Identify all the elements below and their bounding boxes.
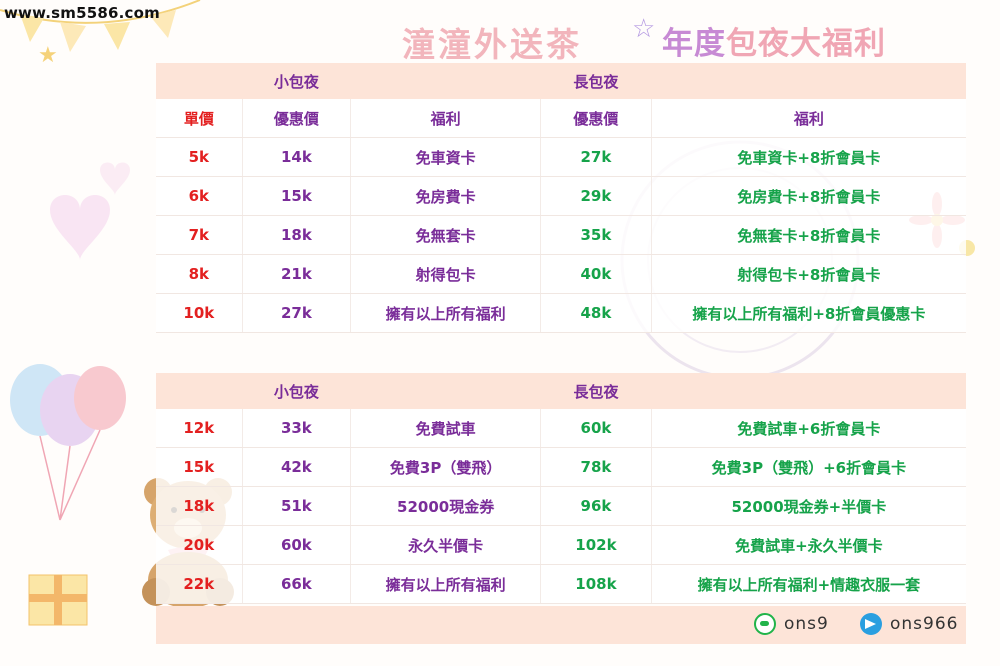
short-price: 33k [241,409,351,448]
table-row: 15k 42k 免費3P（雙飛） 78k 免費3P（雙飛）+6折會員卡 [156,447,966,487]
long-price: 108k [540,564,652,604]
unit-price: 5k [156,137,243,177]
headline-part2: 包夜大福利 [726,26,886,62]
gift-box-illustration [28,574,88,626]
short-benefit: 擁有以上所有福利 [350,293,541,333]
long-price: 40k [540,254,652,294]
table-row: 10k 27k 擁有以上所有福利 48k 擁有以上所有福利+8折會員優惠卡 [156,293,966,333]
magic-wand-icon: ☆ [632,14,656,44]
line-id: ons9 [784,614,829,634]
unit-price: 10k [156,293,243,333]
col-header-short-benefit: 福利 [350,99,541,138]
short-price: 27k [241,293,351,333]
long-price: 96k [540,486,652,526]
pricing-table-1: 小包夜 長包夜 單價 優惠價 福利 優惠價 福利 5k 14k 免車資卡 27k… [156,63,966,333]
short-price: 42k [241,447,351,487]
unit-price: 8k [156,254,243,294]
short-price: 14k [241,137,351,177]
group-short-label: 小包夜 [242,63,351,99]
short-price: 18k [241,215,351,255]
headline-part1: 年度 [662,26,726,62]
table-row: 20k 60k 永久半價卡 102k 免費試車+永久半價卡 [156,525,966,565]
long-benefit: 免無套卡+8折會員卡 [650,215,966,255]
long-price: 27k [540,137,652,177]
table-row: 12k 33k 免費試車 60k 免費試車+6折會員卡 [156,409,966,448]
unit-price: 6k [156,176,243,216]
pricing-table-2: 小包夜 長包夜 12k 33k 免費試車 60k 免費試車+6折會員卡 15k … [156,373,966,604]
short-price: 15k [241,176,351,216]
long-benefit: 擁有以上所有福利+8折會員優惠卡 [650,293,966,333]
unit-price: 12k [156,409,243,448]
table-row: 5k 14k 免車資卡 27k 免車資卡+8折會員卡 [156,137,966,177]
short-price: 60k [241,525,351,565]
unit-price: 18k [156,486,243,526]
line-icon [754,613,776,635]
long-price: 78k [540,447,652,487]
long-benefit: 擁有以上所有福利+情趣衣服一套 [650,564,966,604]
short-benefit: 免費3P（雙飛） [350,447,541,487]
unit-price: 15k [156,447,243,487]
short-benefit: 免費試車 [350,409,541,448]
long-benefit: 免費試車+6折會員卡 [650,409,966,448]
short-benefit: 免車資卡 [350,137,541,177]
telegram-contact[interactable]: ons966 [860,613,958,635]
table-row: 18k 51k 52000現金券 96k 52000現金券+半價卡 [156,486,966,526]
telegram-id: ons966 [890,614,959,634]
short-benefit: 射得包卡 [350,254,541,294]
svg-text:★: ★ [38,43,58,68]
long-benefit: 免車資卡+8折會員卡 [650,137,966,177]
short-price: 66k [241,564,351,604]
long-price: 102k [540,525,652,565]
telegram-icon [860,613,882,635]
col-header-long-price: 優惠價 [540,99,652,138]
short-benefit: 52000現金券 [350,486,541,526]
brand-title: 潼潼外送茶 [402,25,582,64]
table-group-header: 小包夜 長包夜 [156,63,966,99]
site-url: www.sm5586.com [4,4,160,22]
long-benefit: 免房費卡+8折會員卡 [650,176,966,216]
group-short-label: 小包夜 [242,373,351,409]
table-row: 6k 15k 免房費卡 29k 免房費卡+8折會員卡 [156,176,966,216]
col-header-short-price: 優惠價 [241,99,351,138]
long-benefit: 免費3P（雙飛）+6折會員卡 [650,447,966,487]
long-benefit: 射得包卡+8折會員卡 [650,254,966,294]
table-row: 8k 21k 射得包卡 40k 射得包卡+8折會員卡 [156,254,966,294]
unit-price: 20k [156,525,243,565]
column-header-row: 單價 優惠價 福利 優惠價 福利 [156,99,966,138]
long-price: 48k [540,293,652,333]
long-price: 35k [540,215,652,255]
long-benefit: 52000現金券+半價卡 [650,486,966,526]
col-header-unit-price: 單價 [156,99,243,138]
col-header-long-benefit: 福利 [650,99,966,138]
table-group-header: 小包夜 長包夜 [156,373,966,409]
headline: 年度包夜大福利 [662,18,886,63]
short-benefit: 擁有以上所有福利 [350,564,541,604]
line-contact[interactable]: ons9 [754,613,829,635]
short-benefit: 免無套卡 [350,215,541,255]
balloons-illustration [10,364,126,521]
group-long-label: 長包夜 [540,373,652,409]
unit-price: 22k [156,564,243,604]
short-benefit: 免房費卡 [350,176,541,216]
hearts-decoration [50,162,130,260]
short-benefit: 永久半價卡 [350,525,541,565]
table-row: 22k 66k 擁有以上所有福利 108k 擁有以上所有福利+情趣衣服一套 [156,564,966,604]
long-benefit: 免費試車+永久半價卡 [650,525,966,565]
unit-price: 7k [156,215,243,255]
group-long-label: 長包夜 [540,63,652,99]
table-row: 7k 18k 免無套卡 35k 免無套卡+8折會員卡 [156,215,966,255]
short-price: 51k [241,486,351,526]
long-price: 60k [540,409,652,448]
long-price: 29k [540,176,652,216]
short-price: 21k [241,254,351,294]
contact-footer: ons9 ons966 [156,606,966,644]
